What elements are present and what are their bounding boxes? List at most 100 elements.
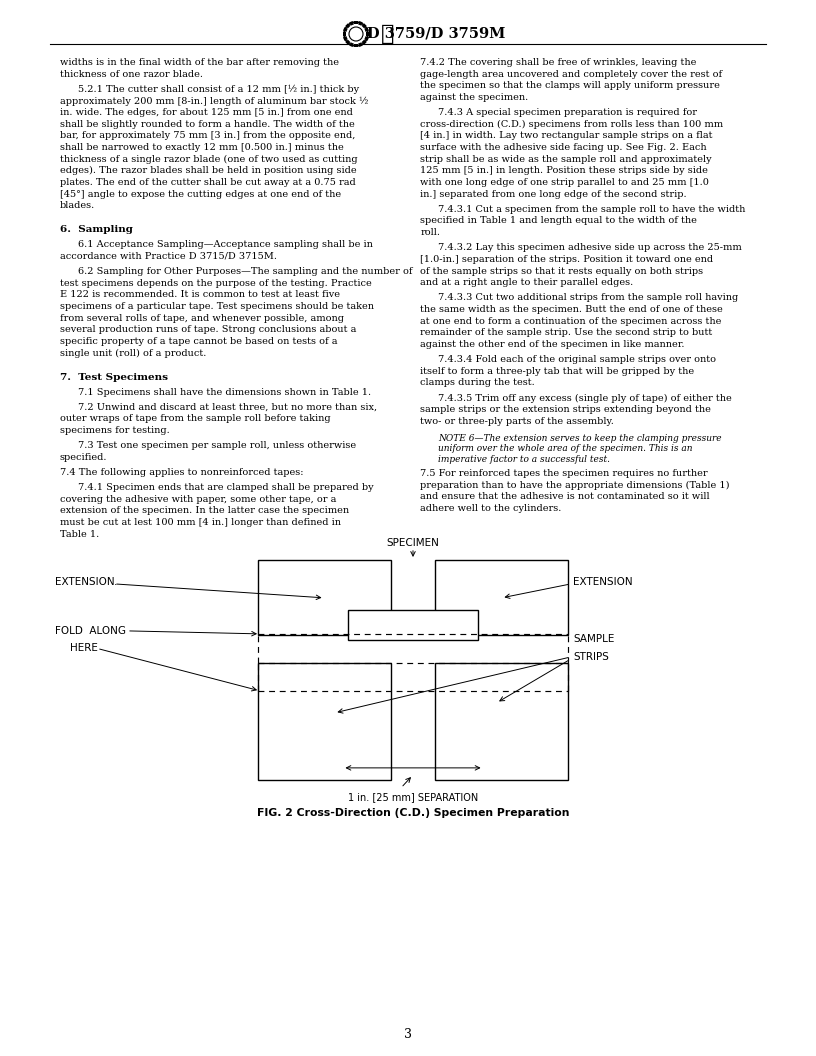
Text: D 3759/D 3759M: D 3759/D 3759M [367,27,505,41]
Text: SPECIMEN: SPECIMEN [387,538,440,548]
Text: 7.4.2 The covering shall be free of wrinkles, leaving the: 7.4.2 The covering shall be free of wrin… [420,58,697,67]
Text: covering the adhesive with paper, some other tape, or a: covering the adhesive with paper, some o… [60,495,336,504]
Text: gage-length area uncovered and completely cover the rest of: gage-length area uncovered and completel… [420,70,723,78]
Text: the same width as the specimen. Butt the end of one of these: the same width as the specimen. Butt the… [420,305,723,314]
Text: surface with the adhesive side facing up. See Fig. 2. Each: surface with the adhesive side facing up… [420,143,707,152]
Bar [343,36,348,41]
Text: 125 mm [5 in.] in length. Position these strips side by side: 125 mm [5 in.] in length. Position these… [420,167,708,175]
Text: specified in Table 1 and length equal to the width of the: specified in Table 1 and length equal to… [420,216,698,225]
Text: 7.  Test Specimens: 7. Test Specimens [60,373,168,382]
Text: of the sample strips so that it rests equally on both strips: of the sample strips so that it rests eq… [420,266,703,276]
Text: NOTE 6—The extension serves to keep the clamping pressure: NOTE 6—The extension serves to keep the … [438,434,722,442]
Text: single unit (roll) of a product.: single unit (roll) of a product. [60,348,206,358]
Text: E 122 is recommended. It is common to test at least five: E 122 is recommended. It is common to te… [60,290,340,299]
Bar [354,21,357,24]
Text: EXTENSION: EXTENSION [573,577,632,587]
Text: 7.4.3.2 Lay this specimen adhesive side up across the 25-mm: 7.4.3.2 Lay this specimen adhesive side … [438,243,743,252]
Text: blades.: blades. [60,202,95,210]
Text: 7.4.3 A special specimen preparation is required for: 7.4.3 A special specimen preparation is … [438,108,698,117]
Text: preparation than to have the appropriate dimensions (Table 1): preparation than to have the appropriate… [420,480,730,490]
Text: 7.4.3.1 Cut a specimen from the sample roll to have the width: 7.4.3.1 Cut a specimen from the sample r… [438,205,746,213]
Text: the specimen so that the clamps will apply uniform pressure: the specimen so that the clamps will app… [420,81,721,91]
Text: in. wide. The edges, for about 125 mm [5 in.] from one end: in. wide. The edges, for about 125 mm [5… [60,108,353,117]
Text: 6.  Sampling: 6. Sampling [60,225,133,234]
Text: with one long edge of one strip parallel to and 25 mm [1.0: with one long edge of one strip parallel… [420,178,709,187]
Text: remainder of the sample strip. Use the second strip to butt: remainder of the sample strip. Use the s… [420,328,712,337]
Bar [366,32,370,36]
Text: must be cut at lest 100 mm [4 in.] longer than defined in: must be cut at lest 100 mm [4 in.] longe… [60,518,341,527]
Text: shall be slightly rounded to form a handle. The width of the: shall be slightly rounded to form a hand… [60,119,355,129]
Bar [258,560,391,635]
Text: widths is in the final width of the bar after removing the: widths is in the final width of the bar … [60,58,339,67]
Bar [435,663,568,780]
Text: cross-direction (C.D.) specimens from rolls less than 100 mm: cross-direction (C.D.) specimens from ro… [420,119,724,129]
Text: 7.4.1 Specimen ends that are clamped shall be prepared by: 7.4.1 Specimen ends that are clamped sha… [78,484,374,492]
Text: .: . [114,577,118,587]
Text: 7.4.3.3 Cut two additional strips from the sample roll having: 7.4.3.3 Cut two additional strips from t… [438,294,738,302]
Text: 1 in. [25 mm] SEPARATION: 1 in. [25 mm] SEPARATION [348,792,478,802]
Text: 7.4 The following applies to nonreinforced tapes:: 7.4 The following applies to nonreinforc… [60,468,304,477]
Text: EXTENSION: EXTENSION [55,577,114,587]
Text: bar, for approximately 75 mm [3 in.] from the opposite end,: bar, for approximately 75 mm [3 in.] fro… [60,131,356,140]
Text: 7.4.3.4 Fold each of the original sample strips over onto: 7.4.3.4 Fold each of the original sample… [438,355,716,364]
Text: uniform over the whole area of the specimen. This is an: uniform over the whole area of the speci… [438,445,693,453]
Text: specimens of a particular tape. Test specimens should be taken: specimens of a particular tape. Test spe… [60,302,374,312]
Text: extension of the specimen. In the latter case the specimen: extension of the specimen. In the latter… [60,507,349,515]
Bar [358,42,363,46]
Text: 7.2 Unwind and discard at least three, but no more than six,: 7.2 Unwind and discard at least three, b… [78,402,377,412]
Bar [435,560,568,635]
Text: STRIPS: STRIPS [573,652,609,662]
Bar [258,663,391,780]
Text: 7.4.3.5 Trim off any excess (single ply of tape) of either the: 7.4.3.5 Trim off any excess (single ply … [438,394,732,402]
Text: specified.: specified. [60,453,108,461]
Text: HERE: HERE [70,643,98,654]
Bar [349,42,354,46]
Text: specific property of a tape cannot be based on tests of a: specific property of a tape cannot be ba… [60,337,338,346]
Text: 7.5 For reinforced tapes the specimen requires no further: 7.5 For reinforced tapes the specimen re… [420,469,708,477]
Text: Table 1.: Table 1. [60,530,100,539]
Bar [364,36,369,41]
Text: from several rolls of tape, and whenever possible, among: from several rolls of tape, and whenever… [60,314,344,323]
Bar [358,21,363,25]
Text: 6.2 Sampling for Other Purposes—The sampling and the number of: 6.2 Sampling for Other Purposes—The samp… [78,267,413,276]
Text: plates. The end of the cutter shall be cut away at a 0.75 rad: plates. The end of the cutter shall be c… [60,178,356,187]
Bar [361,23,366,29]
Text: FOLD  ALONG: FOLD ALONG [55,626,126,636]
Text: specimens for testing.: specimens for testing. [60,426,170,435]
Text: edges). The razor blades shall be held in position using side: edges). The razor blades shall be held i… [60,167,357,175]
Bar [345,23,350,29]
Bar [348,610,478,640]
Text: [4 in.] in width. Lay two rectangular sample strips on a flat: [4 in.] in width. Lay two rectangular sa… [420,131,713,140]
Bar [343,27,348,32]
Text: Ⓜ: Ⓜ [381,24,395,44]
Text: against the other end of the specimen in like manner.: against the other end of the specimen in… [420,340,685,348]
Circle shape [344,22,368,46]
Text: itself to form a three-ply tab that will be gripped by the: itself to form a three-ply tab that will… [420,366,694,376]
Bar [361,39,366,44]
Text: 5.2.1 The cutter shall consist of a 12 mm [½ in.] thick by: 5.2.1 The cutter shall consist of a 12 m… [78,84,359,94]
Text: 3: 3 [404,1027,412,1040]
Text: and ensure that the adhesive is not contaminated so it will: and ensure that the adhesive is not cont… [420,492,710,501]
Bar [345,39,350,44]
Text: approximately 200 mm [8-in.] length of aluminum bar stock ½: approximately 200 mm [8-in.] length of a… [60,96,368,106]
Bar [349,21,354,25]
Text: roll.: roll. [420,228,441,238]
Text: [1.0-in.] separation of the strips. Position it toward one end: [1.0-in.] separation of the strips. Posi… [420,254,714,264]
Text: [45°] angle to expose the cutting edges at one end of the: [45°] angle to expose the cutting edges … [60,190,341,199]
Text: 7.3 Test one specimen per sample roll, unless otherwise: 7.3 Test one specimen per sample roll, u… [78,441,356,450]
Text: SAMPLE: SAMPLE [573,634,614,644]
Text: and at a right angle to their parallel edges.: and at a right angle to their parallel e… [420,278,634,287]
Text: in.] separated from one long edge of the second strip.: in.] separated from one long edge of the… [420,190,687,199]
Text: imperative factor to a successful test.: imperative factor to a successful test. [438,455,610,464]
Text: clamps during the test.: clamps during the test. [420,378,535,388]
Text: against the specimen.: against the specimen. [420,93,529,102]
Text: strip shall be as wide as the sample roll and approximately: strip shall be as wide as the sample rol… [420,154,712,164]
Circle shape [349,27,363,41]
Text: 7.1 Specimens shall have the dimensions shown in Table 1.: 7.1 Specimens shall have the dimensions … [78,388,371,397]
Bar [354,43,357,48]
Text: thickness of a single razor blade (one of two used as cutting: thickness of a single razor blade (one o… [60,154,357,164]
Text: several production runs of tape. Strong conclusions about a: several production runs of tape. Strong … [60,325,357,335]
Text: thickness of one razor blade.: thickness of one razor blade. [60,70,203,78]
Text: two- or three-ply parts of the assembly.: two- or three-ply parts of the assembly. [420,417,614,426]
Text: adhere well to the cylinders.: adhere well to the cylinders. [420,504,562,513]
